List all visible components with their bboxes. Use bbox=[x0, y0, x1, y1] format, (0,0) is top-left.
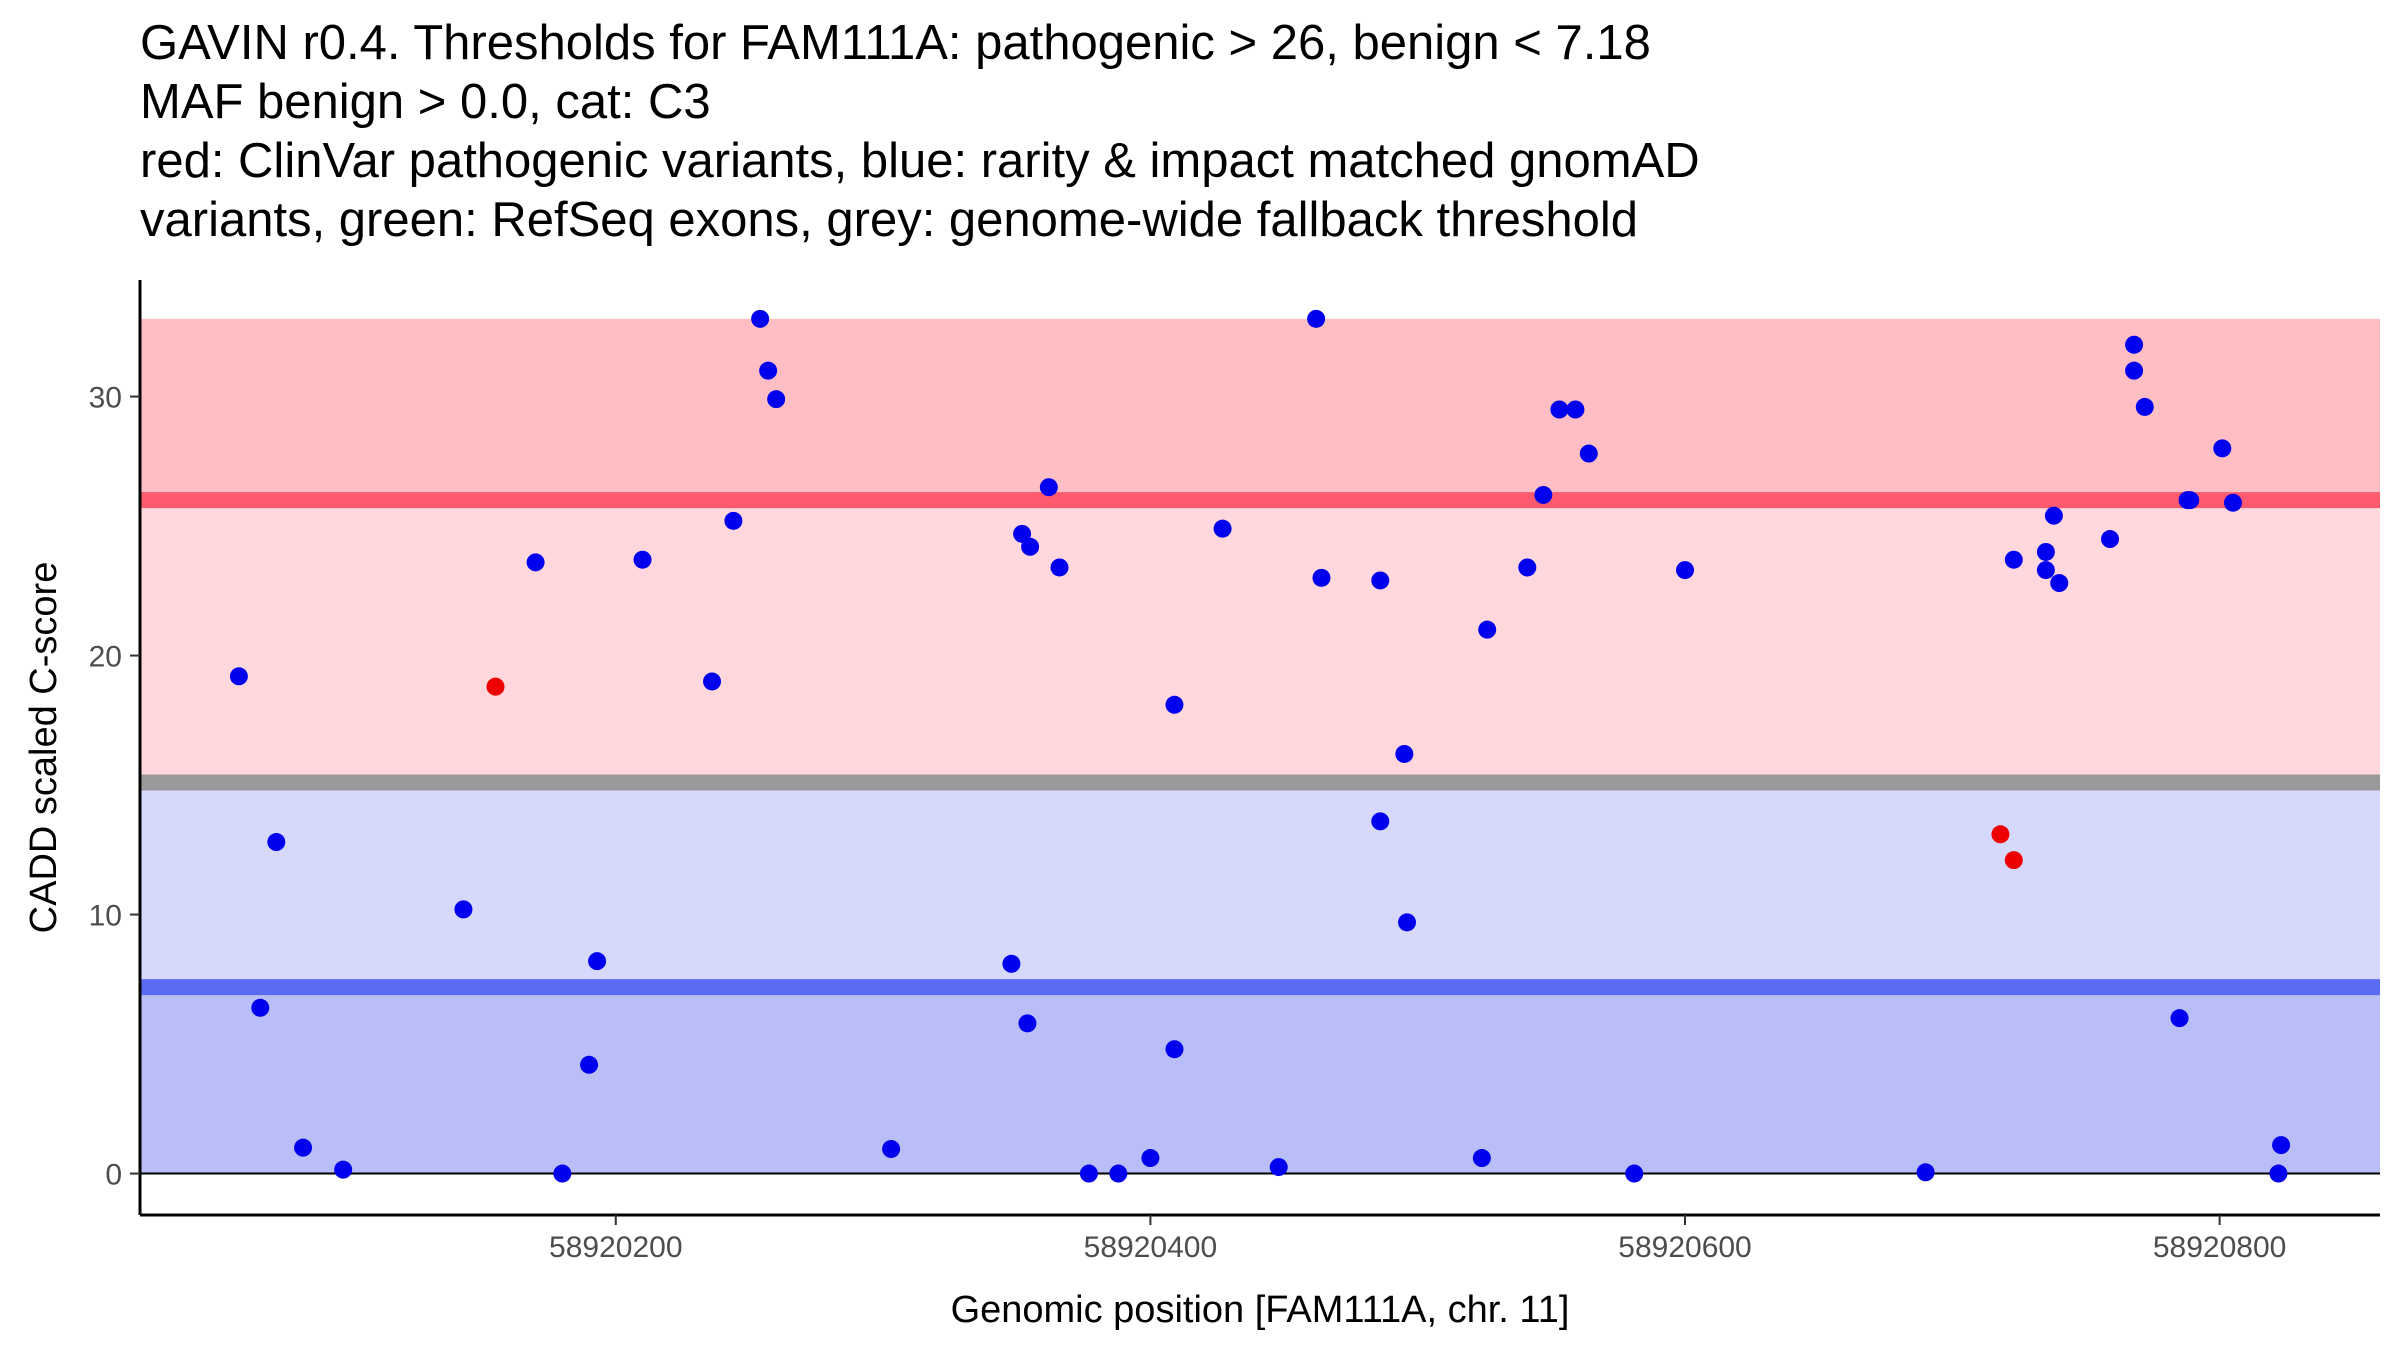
title-line-4: variants, green: RefSeq exons, grey: gen… bbox=[140, 193, 1639, 247]
gnomad-point bbox=[633, 550, 652, 569]
threshold-lines bbox=[141, 492, 2380, 996]
gnomad-point bbox=[1141, 1149, 1160, 1168]
gnomad-point bbox=[294, 1138, 313, 1157]
benign-band bbox=[141, 987, 2380, 1174]
gnomad-point bbox=[1307, 309, 1326, 328]
gnomad-point bbox=[2213, 439, 2232, 458]
gnomad-point bbox=[1165, 1040, 1184, 1059]
gnomad-point bbox=[334, 1160, 353, 1179]
gnomad-point bbox=[1371, 812, 1390, 831]
gnomad-point bbox=[2272, 1136, 2291, 1155]
gnomad-point bbox=[1625, 1164, 1644, 1183]
x-tick-label: 58920800 bbox=[2153, 1231, 2286, 1264]
gnomad-point bbox=[2004, 550, 2023, 569]
gnomad-point bbox=[751, 309, 770, 328]
gnomad-point bbox=[267, 833, 286, 852]
gnomad-point bbox=[2269, 1164, 2288, 1183]
gnomad-point bbox=[1018, 1014, 1037, 1033]
gnomad-point bbox=[553, 1164, 572, 1183]
clinvar-point bbox=[486, 677, 505, 696]
y-tick-label: 10 bbox=[89, 900, 122, 933]
gnomad-point bbox=[1518, 558, 1537, 577]
gnomad-point bbox=[229, 667, 248, 686]
gnomad-point bbox=[1002, 954, 1021, 973]
gnomad-point bbox=[1534, 485, 1553, 504]
gnomad-point bbox=[2044, 506, 2063, 525]
gnomad-point bbox=[1312, 568, 1331, 587]
gnomad-point bbox=[1079, 1164, 1098, 1183]
gnomad-point bbox=[2036, 542, 2055, 561]
title-line-1: GAVIN r0.4. Thresholds for FAM111A: path… bbox=[140, 16, 1651, 70]
gnomad-point bbox=[1472, 1149, 1491, 1168]
gnomad-point bbox=[1165, 695, 1184, 714]
chart-title: GAVIN r0.4. Thresholds for FAM111A: path… bbox=[140, 14, 2340, 250]
axes bbox=[138, 280, 2380, 1217]
title-line-3: red: ClinVar pathogenic variants, blue: … bbox=[140, 134, 1700, 188]
gnomad-point bbox=[526, 553, 545, 572]
x-tick-label: 58920200 bbox=[549, 1231, 682, 1264]
fallback-upper-benign-band bbox=[141, 777, 2380, 988]
x-axis-title: Genomic position [FAM111A, chr. 11] bbox=[951, 1289, 1570, 1331]
clinvar-point bbox=[2004, 851, 2023, 870]
gnomad-point bbox=[251, 998, 270, 1017]
pathogenic-top-band bbox=[141, 318, 2380, 501]
series-clinvar-pathogenic bbox=[486, 677, 2023, 870]
gnomad-point bbox=[2170, 1009, 2189, 1028]
gnomad-point bbox=[2223, 493, 2242, 512]
y-axis-ticks: 0 10 20 30 bbox=[89, 382, 140, 1192]
gnomad-point bbox=[1566, 400, 1585, 419]
x-axis-ticks: 58920200 58920400 58920600 58920800 bbox=[549, 1215, 2286, 1264]
clinvar-point bbox=[1991, 825, 2010, 844]
gnomad-point bbox=[1916, 1163, 1935, 1182]
y-tick-label: 0 bbox=[105, 1159, 122, 1192]
gnomad-point bbox=[1579, 444, 1598, 463]
gnomad-point bbox=[580, 1055, 599, 1074]
gnomad-point bbox=[2036, 561, 2055, 580]
gnomad-point bbox=[882, 1139, 901, 1158]
gnomad-point bbox=[1213, 519, 1232, 538]
gnomad-point bbox=[1021, 537, 1040, 556]
y-tick-label: 30 bbox=[89, 382, 122, 415]
pathogenic-band bbox=[141, 500, 2380, 778]
y-tick-label: 20 bbox=[89, 641, 122, 674]
gnomad-point bbox=[454, 900, 473, 919]
x-tick-label: 58920400 bbox=[1084, 1231, 1217, 1264]
y-axis-title: CADD scaled C-score bbox=[23, 562, 65, 934]
gnomad-point bbox=[724, 511, 743, 530]
gnomad-point bbox=[1676, 561, 1695, 580]
gnomad-point bbox=[1478, 620, 1497, 639]
gnomad-point bbox=[1039, 478, 1058, 497]
gnomad-point bbox=[1398, 913, 1417, 932]
gnomad-point bbox=[767, 390, 786, 409]
threshold-bands bbox=[141, 318, 2380, 1174]
gnomad-point bbox=[2181, 491, 2200, 510]
x-tick-label: 58920600 bbox=[1618, 1231, 1751, 1264]
gnomad-point bbox=[1371, 571, 1390, 590]
gnomad-point bbox=[1550, 400, 1569, 419]
gnomad-point bbox=[2050, 574, 2069, 593]
gnomad-point bbox=[588, 952, 607, 971]
gnomad-point bbox=[1050, 558, 1069, 577]
gnomad-point bbox=[2125, 335, 2144, 354]
gnomad-point bbox=[2101, 530, 2120, 549]
gnomad-point bbox=[1013, 524, 1032, 543]
gnomad-point bbox=[703, 672, 722, 691]
variant-points bbox=[229, 309, 2291, 1183]
gnomad-point bbox=[2125, 361, 2144, 380]
gnomad-point bbox=[2135, 397, 2154, 416]
gnomad-point bbox=[759, 361, 778, 380]
title-line-2: MAF benign > 0.0, cat: C3 bbox=[140, 75, 711, 129]
gnomad-point bbox=[1109, 1164, 1128, 1183]
series-gnomad-matched bbox=[229, 309, 2291, 1183]
gnomad-point bbox=[1395, 744, 1414, 763]
gnomad-point bbox=[1269, 1158, 1288, 1177]
